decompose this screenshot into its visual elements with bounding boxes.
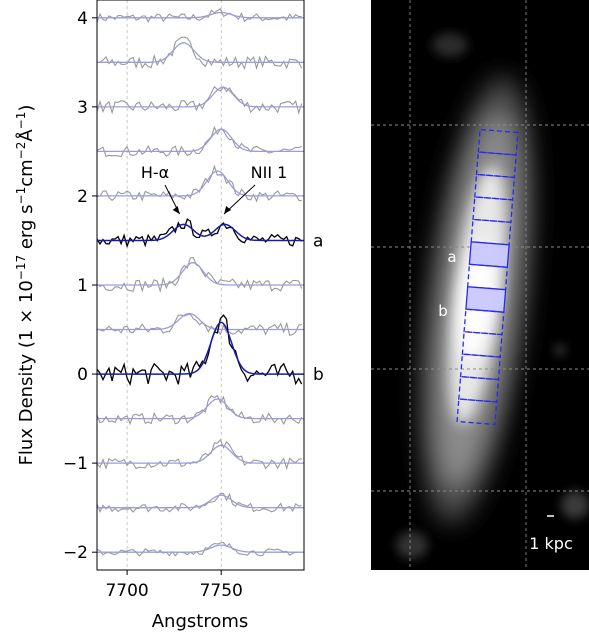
y-exp-4: −1: [14, 112, 28, 130]
y-tick-label: 1: [77, 276, 88, 296]
spectrum-fit: [97, 494, 304, 509]
scale-bar-label: 1 kpc: [529, 534, 572, 553]
y-tick-label: −2: [63, 543, 88, 563]
y-unit-3: Å: [15, 129, 37, 142]
spectrum-fit: [97, 223, 304, 242]
y-unit-2: cm: [16, 159, 37, 186]
spectrum-data: [97, 8, 302, 23]
background-source: [555, 345, 565, 355]
aperture-stack: [456, 128, 519, 426]
row-labels: ab: [313, 231, 324, 385]
y-exp-2: −1: [14, 187, 28, 205]
aperture-box: [477, 128, 519, 156]
spectrum-fit: [97, 170, 304, 197]
line-marker-label: H-α: [141, 163, 169, 182]
aperture-box: [475, 151, 517, 179]
spectra-series: [97, 8, 304, 557]
spectrum-data: [97, 492, 302, 513]
aperture-label-b: b: [438, 302, 448, 320]
y-ticks: −2 −1 0 1 2 3 4: [63, 9, 97, 563]
x-axis-label: Angstroms: [152, 611, 249, 632]
spectrum-data: [97, 164, 302, 203]
y-tick-label: 0: [77, 365, 88, 385]
spectrum-fit: [97, 262, 304, 286]
aperture-label-a: a: [447, 248, 456, 266]
spectrum-data: [97, 541, 302, 557]
aperture-box: [474, 173, 516, 201]
aperture-box: [463, 308, 505, 336]
arrow-head: [172, 206, 180, 214]
y-axis-label: Flux Density (1 × 10−17 erg s−1cm−2Å−1): [14, 105, 37, 466]
aperture-box: [458, 375, 500, 403]
aperture-box: [472, 196, 514, 223]
spectrum-data: [97, 394, 303, 426]
spectrum-fit: [97, 312, 304, 331]
spectrum-fit: [97, 86, 304, 108]
line-markers: H-α NII 1: [141, 163, 288, 215]
spectrum-fit: [97, 11, 304, 19]
spectrum-fit: [97, 42, 304, 63]
spectrum-data: [97, 314, 303, 387]
y-end: ): [16, 105, 37, 112]
spectrum-data: [97, 125, 302, 158]
spectrum-fit: [97, 398, 304, 420]
spectrum-fit: [97, 444, 304, 464]
aperture-box: [465, 286, 507, 313]
y-tick-label: 3: [77, 98, 88, 118]
background-source: [561, 491, 589, 519]
background-source: [396, 531, 428, 559]
line-marker-label: NII 1: [251, 163, 288, 182]
x-ticks: 7700 7750: [105, 570, 243, 601]
aperture-box: [468, 241, 510, 268]
spectrum-fit: [97, 321, 304, 375]
spectrum-fit: [97, 128, 304, 153]
y-exp-3: −2: [14, 142, 28, 160]
row-label: a: [313, 231, 323, 251]
spectrum-data: [97, 85, 303, 115]
galaxy-image-panel: a b 1 kpc: [371, 0, 589, 570]
x-tick-label: 7700: [105, 581, 148, 601]
y-tick-label: 4: [77, 9, 88, 29]
y-exp-1: −17: [14, 255, 28, 280]
background-source: [432, 33, 468, 57]
spectrum-data: [97, 36, 303, 71]
aperture-box: [456, 398, 498, 426]
y-tick-label: 2: [77, 187, 88, 207]
aperture-box: [461, 331, 503, 358]
x-tick-label: 7750: [200, 581, 243, 601]
y-unit-1: erg s: [16, 204, 37, 254]
aperture-box: [459, 353, 501, 381]
spectrum-fit: [97, 544, 304, 553]
arrow-head: [224, 206, 232, 214]
row-label: b: [313, 365, 324, 385]
y-tick-label: −1: [63, 454, 88, 474]
